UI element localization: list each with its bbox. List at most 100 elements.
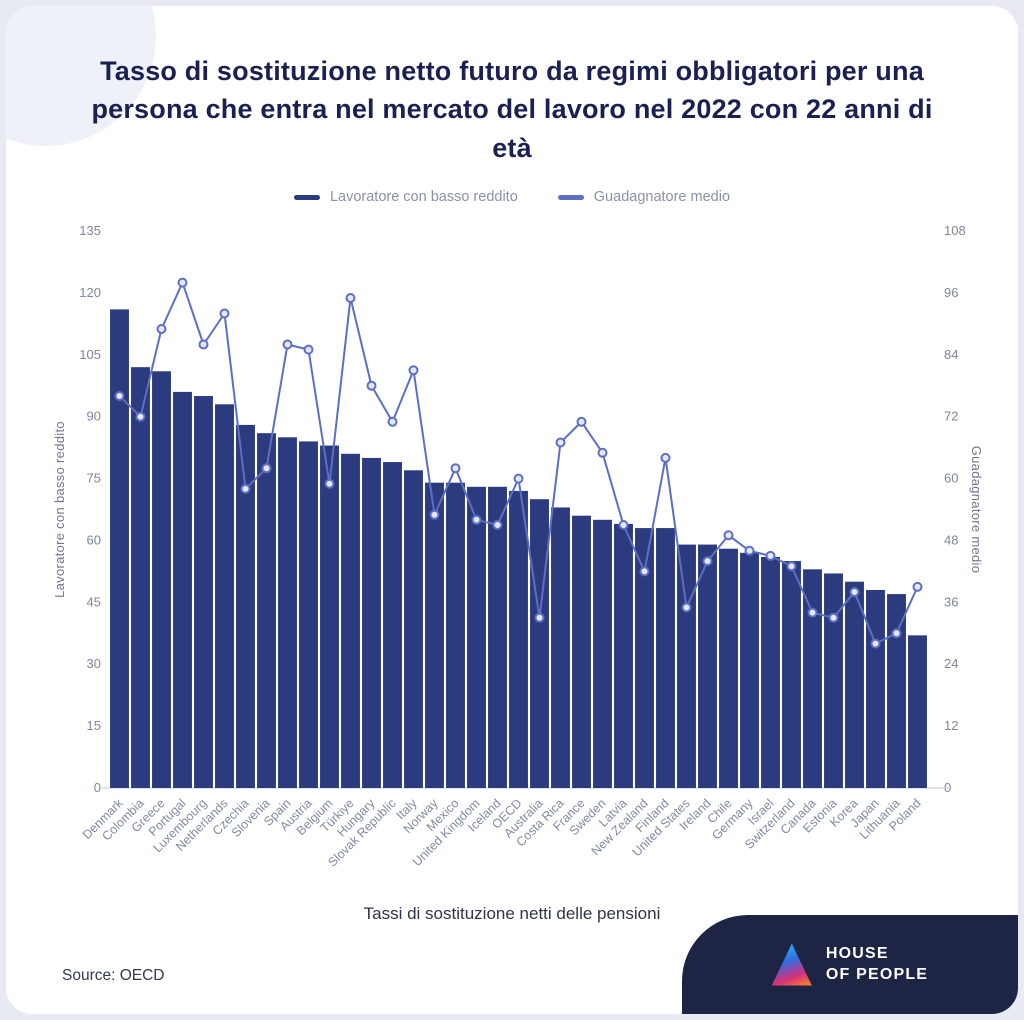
point-Iceland bbox=[492, 520, 503, 530]
brand-name-line1: HOUSE bbox=[825, 944, 889, 962]
bar-Norway bbox=[425, 482, 444, 788]
legend-item-average-earner: Guadagnatore medio bbox=[557, 189, 731, 205]
left-tick-label: 60 bbox=[87, 532, 101, 547]
point-Poland bbox=[912, 581, 923, 592]
brand-name: HOUSE OF PEOPLE bbox=[826, 944, 928, 986]
brand-name-line2: OF PEOPLE bbox=[825, 965, 929, 983]
right-tick-label: 72 bbox=[944, 409, 958, 424]
point-Chile bbox=[723, 530, 734, 541]
point-Sweden bbox=[597, 447, 608, 458]
point-Türkiye bbox=[345, 293, 356, 303]
right-tick-label: 108 bbox=[944, 223, 966, 238]
point-Spain bbox=[282, 339, 293, 350]
bar-Czechia bbox=[236, 424, 255, 788]
left-tick-label: 45 bbox=[87, 594, 101, 609]
point-Hungary bbox=[366, 380, 377, 391]
bar-OECD bbox=[509, 490, 528, 788]
point-Norway bbox=[429, 509, 440, 520]
bar-Ireland bbox=[698, 544, 717, 788]
left-tick-label: 90 bbox=[87, 409, 101, 424]
legend: Lavoratore con basso reddito Guadagnator… bbox=[6, 189, 1018, 205]
bar-Portugal bbox=[173, 391, 192, 788]
bar-France bbox=[572, 515, 591, 788]
point-Luxembourg bbox=[198, 339, 209, 350]
left-tick-label: 30 bbox=[87, 656, 101, 671]
point-France bbox=[576, 416, 587, 427]
bar-Canada bbox=[803, 569, 822, 788]
bar-Colombia bbox=[131, 367, 150, 788]
point-Lithuania bbox=[891, 628, 902, 639]
bar-Switzerland bbox=[782, 561, 801, 788]
point-Czechia bbox=[240, 483, 251, 494]
right-tick-label: 24 bbox=[944, 656, 958, 671]
point-Switzerland bbox=[786, 561, 797, 572]
point-Italy bbox=[408, 365, 419, 376]
bar-Poland bbox=[908, 635, 927, 788]
infographic-card: Tasso di sostituzione netto futuro da re… bbox=[6, 6, 1018, 1014]
bar-Australia bbox=[530, 499, 549, 788]
point-Portugal bbox=[177, 277, 188, 288]
left-tick-label: 105 bbox=[79, 347, 101, 362]
point-Germany bbox=[744, 545, 755, 556]
bar-Japan bbox=[866, 589, 885, 788]
left-tick-label: 75 bbox=[87, 471, 101, 486]
right-tick-label: 48 bbox=[944, 532, 958, 547]
point-Greece bbox=[156, 324, 167, 334]
bar-Netherlands bbox=[215, 404, 234, 788]
brand-panel: HOUSE OF PEOPLE bbox=[682, 915, 1018, 1014]
bar-Belgium bbox=[320, 445, 339, 788]
point-Latvia bbox=[618, 520, 629, 530]
right-axis-title: Guadagnatore medio bbox=[969, 446, 984, 574]
bar-Türkiye bbox=[341, 453, 360, 788]
right-tick-label: 96 bbox=[944, 285, 958, 300]
right-tick-label: 84 bbox=[944, 347, 958, 362]
point-Mexico bbox=[450, 463, 461, 474]
point-Denmark bbox=[114, 391, 125, 401]
point-United Kingdom bbox=[471, 514, 482, 525]
point-Japan bbox=[870, 638, 881, 649]
right-tick-label: 12 bbox=[944, 718, 958, 733]
bar-Austria bbox=[299, 441, 318, 788]
right-tick-label: 36 bbox=[944, 594, 958, 609]
bar-Finland bbox=[656, 528, 675, 788]
left-tick-label: 120 bbox=[79, 285, 101, 300]
point-Netherlands bbox=[219, 308, 230, 319]
left-tick-label: 15 bbox=[87, 718, 101, 733]
left-axis-title: Lavoratore con basso reddito bbox=[52, 421, 67, 598]
bar-Israel bbox=[761, 556, 780, 788]
bar-New Zealand bbox=[635, 528, 654, 788]
x-axis-title: Tassi di sostituzione netti delle pensio… bbox=[363, 904, 661, 923]
bar-Korea bbox=[845, 581, 864, 788]
bar-Costa Rica bbox=[551, 507, 570, 788]
point-Israel bbox=[765, 550, 776, 561]
point-Costa Rica bbox=[555, 437, 566, 448]
left-tick-label: 0 bbox=[94, 780, 101, 795]
bar-Lithuania bbox=[887, 594, 906, 788]
bar-Hungary bbox=[362, 457, 381, 788]
bar-Sweden bbox=[593, 519, 612, 788]
chart-title: Tasso di sostituzione netto futuro da re… bbox=[91, 56, 933, 163]
legend-label-average-earner: Guadagnatore medio bbox=[593, 189, 731, 205]
point-Slovak Republic bbox=[387, 416, 398, 427]
point-Austria bbox=[303, 344, 314, 355]
right-tick-label: 60 bbox=[944, 471, 958, 486]
bar-Luxembourg bbox=[194, 396, 213, 788]
left-tick-label: 135 bbox=[79, 223, 101, 238]
bar-Chile bbox=[719, 548, 738, 788]
point-Belgium bbox=[324, 478, 335, 489]
bar-United Kingdom bbox=[467, 486, 486, 788]
point-OECD bbox=[513, 473, 524, 484]
bar-Iceland bbox=[488, 486, 507, 788]
bar-Spain bbox=[278, 437, 297, 788]
bar-United States bbox=[677, 544, 696, 788]
bar-Germany bbox=[740, 552, 759, 788]
bar-Latvia bbox=[614, 523, 633, 788]
point-Finland bbox=[660, 452, 671, 463]
point-Canada bbox=[807, 607, 818, 618]
legend-label-low-earner: Lavoratore con basso reddito bbox=[329, 189, 518, 205]
bar-Greece bbox=[152, 371, 171, 788]
point-United States bbox=[681, 602, 692, 613]
legend-line-swatch bbox=[557, 194, 584, 200]
point-Estonia bbox=[828, 612, 839, 623]
point-Slovenia bbox=[261, 463, 272, 474]
